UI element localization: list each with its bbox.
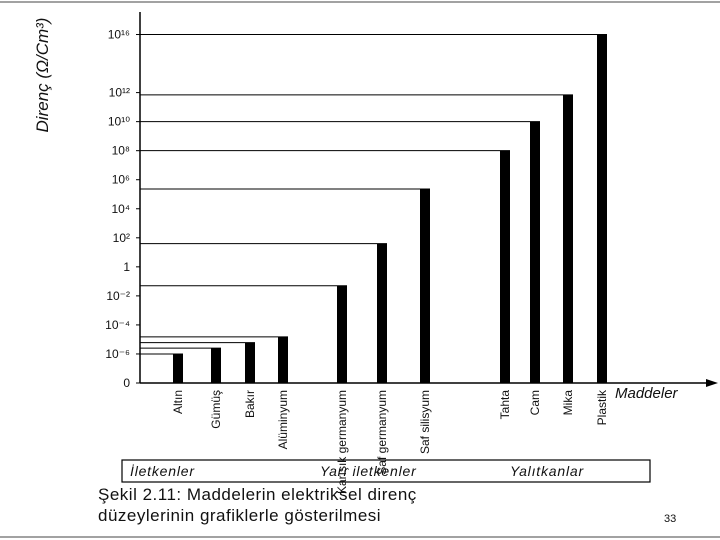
y-tick-label: 10⁻⁶	[105, 347, 130, 361]
x-tick-label: Saf silisyum	[418, 390, 432, 454]
y-tick-label: 10⁴	[111, 202, 130, 216]
y-tick-label: 10⁶	[112, 173, 130, 187]
bar	[563, 94, 573, 383]
group-label: Yarı iletkenler	[320, 463, 417, 479]
group-box	[121, 459, 651, 483]
bar	[420, 188, 430, 383]
group-label: İletkenler	[130, 463, 195, 479]
x-tick-label: Altın	[171, 390, 185, 414]
x-tick-label: Tahta	[498, 390, 512, 420]
x-axis-arrow	[706, 379, 718, 387]
x-tick-label: Plastik	[595, 389, 609, 425]
x-tick-label: Alüminyum	[276, 390, 290, 449]
x-tick-label: Mika	[561, 390, 575, 416]
bar	[245, 342, 255, 383]
y-tick-label: 1	[123, 260, 130, 274]
x-tick-label: Gümüş	[209, 390, 223, 429]
caption: düzeylerinin grafiklerle gösterilmesi	[98, 506, 381, 525]
y-tick-label: 10¹⁰	[108, 115, 130, 129]
x-tick-label: Saf germanyum	[375, 390, 389, 475]
y-tick-label: 10⁻²	[106, 289, 130, 303]
page-number: 33	[664, 513, 676, 525]
bar	[500, 150, 510, 383]
y-tick-label: 10¹⁶	[108, 28, 130, 42]
bar	[597, 34, 607, 384]
bar	[377, 243, 387, 383]
bar	[211, 348, 221, 383]
x-tick-label: Karışık germanyum	[335, 390, 349, 494]
y-tick-label: 0	[123, 376, 130, 390]
x-tick-label: Cam	[528, 390, 542, 415]
group-label: Yalıtkanlar	[510, 463, 584, 479]
x-axis-label: Maddeler	[615, 385, 679, 402]
y-tick-label: 10¹²	[109, 86, 130, 100]
y-axis-label: Direnç (Ω/Cm³)	[33, 18, 52, 133]
bar	[278, 336, 288, 383]
bar	[173, 353, 183, 383]
y-tick-label: 10⁸	[112, 144, 130, 158]
x-tick-label: Bakır	[243, 390, 257, 418]
caption: Şekil 2.11: Maddelerin elektriksel diren…	[98, 485, 417, 504]
bar	[530, 121, 540, 383]
y-tick-label: 10⁻⁴	[105, 318, 130, 332]
bar	[337, 285, 347, 383]
y-tick-label: 10²	[113, 231, 130, 245]
